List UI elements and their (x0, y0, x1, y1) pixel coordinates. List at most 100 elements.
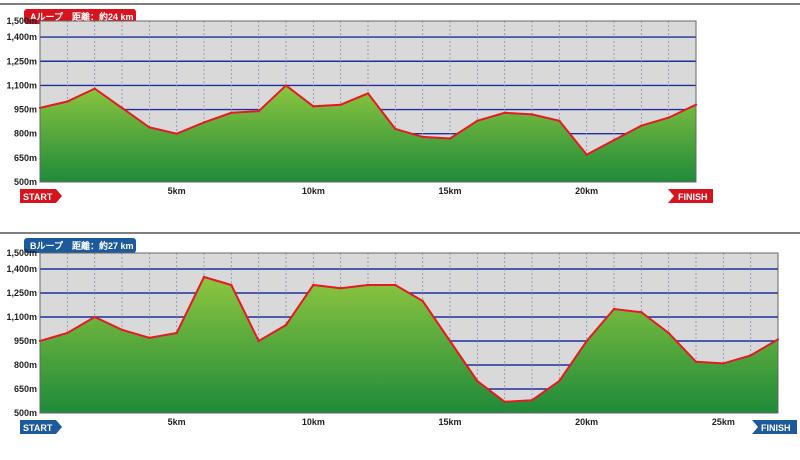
loop-b-y-tick-label: 1,100m (6, 312, 37, 322)
loop-a-data-point (175, 132, 178, 135)
loop-b-title: Bループ 距離：約27 km (30, 240, 133, 251)
loop-a-y-tick-label: 800m (14, 129, 37, 139)
loop-b-y-tick-label: 950m (14, 336, 37, 346)
loop-b-data-point (503, 400, 506, 403)
loop-a-y-tick-label: 1,500m (6, 16, 37, 26)
loop-a-title-badge (24, 9, 136, 24)
loop-a-data-point (585, 153, 588, 156)
loop-a-x-tick-label: 15km (438, 186, 461, 196)
loop-b-y-tick-label: 800m (14, 360, 37, 370)
loop-a-data-point (530, 113, 534, 116)
loop-a-title: Aループ 距離：約24 km (30, 11, 133, 22)
loop-b-data-point (394, 283, 397, 287)
loop-b-x-tick-label: 15km (438, 417, 461, 427)
loop-b-data-point (530, 399, 534, 402)
loop-b-data-point (93, 315, 96, 319)
loop-a-data-point (421, 135, 424, 139)
loop-b-data-point (66, 331, 69, 335)
loop-a-plot-border (39, 20, 697, 183)
loop-b-data-point (694, 360, 698, 363)
loop-b-data-point (585, 339, 588, 343)
loop-b-data-point (612, 307, 616, 311)
loop-b-y-tick-label: 1,500m (6, 248, 37, 258)
loop-a-x-labels: 5km 10km 15km 20km (168, 186, 599, 196)
loop-a-data-points (38, 84, 698, 156)
loop-a-y-labels: 500m 650m 800m 950m 1,100m 1,250m 1,400m 1,500m (6, 16, 37, 187)
loop-a-data-point (312, 105, 315, 108)
loop-a-data-point (640, 124, 643, 127)
loop-a-data-point (120, 106, 124, 110)
loop-a-data-point (366, 92, 370, 95)
loop-b-data-point (722, 362, 725, 365)
loop-b-x-tick-label: 20km (575, 417, 598, 427)
loop-a-finish-label: FINISH (678, 192, 708, 202)
loop-b-data-points (38, 275, 780, 403)
loop-a-data-point (503, 111, 506, 114)
loop-a-data-point (612, 138, 616, 142)
loop-b-data-point (202, 275, 206, 279)
loop-b-start-label: START (23, 423, 53, 433)
loop-b-data-point (448, 339, 452, 343)
loop-a-start-badge: START (20, 189, 62, 203)
loop-b-data-point (366, 283, 370, 287)
loop-b-y-tick-label: 500m (14, 408, 37, 418)
loop-b-data-point (339, 287, 342, 290)
loop-a-data-point (394, 127, 397, 131)
loop-b-chart: Bループ 距離：約27 km 500m 650m 800m 950m 1,100m 1,2… (0, 232, 800, 434)
loop-a-data-point (476, 119, 479, 123)
loop-b-x-tick-label: 10km (302, 417, 325, 427)
loop-a-y-tick-label: 1,400m (6, 32, 37, 42)
loop-b-plot-border (39, 252, 779, 414)
loop-a-data-point (230, 111, 233, 114)
loop-b-data-point (175, 331, 178, 335)
loop-b-y-labels: 500m 650m 800m 950m 1,100m 1,250m 1,400m 1,500m (6, 248, 37, 418)
loop-a-chart: Aループ 距離：約24 km 500m 650m 800m 950m 1,100m 1,2… (0, 3, 800, 203)
loop-a-y-tick-label: 950m (14, 105, 37, 115)
loop-b-data-point (749, 354, 752, 357)
loop-a-x-tick-label: 5km (168, 186, 186, 196)
loop-b-data-point (257, 339, 260, 343)
loop-a-elevation-area (40, 85, 696, 182)
loop-b-finish-badge: FINISH (752, 420, 797, 434)
loop-b-data-point (667, 331, 670, 335)
loop-b-x-labels: 5km 10km 15km 20km 25km (168, 417, 735, 427)
loop-b-y-tick-label: 650m (14, 384, 37, 394)
loop-b-data-point (120, 328, 124, 331)
loop-b-data-point (476, 379, 479, 383)
loop-a-start-label: START (23, 192, 53, 202)
loop-a-x-tick-label: 20km (575, 186, 598, 196)
loop-a-data-point (257, 109, 260, 113)
loop-a-data-point (284, 84, 288, 87)
loop-a-y-tick-label: 500m (14, 177, 37, 187)
loop-a-data-point (202, 121, 206, 124)
loop-b-x-tick-label: 25km (712, 417, 735, 427)
loop-b-data-point (284, 323, 288, 327)
loop-b-data-point (558, 379, 561, 383)
loop-b-finish-label: FINISH (761, 423, 791, 433)
loop-b-data-point (421, 299, 424, 303)
loop-b-elevation-area (40, 277, 778, 413)
loop-a-y-tick-label: 1,250m (6, 56, 37, 66)
loop-a-data-point (66, 100, 69, 103)
loop-a-y-tick-label: 650m (14, 153, 37, 163)
loop-a-y-tick-label: 1,100m (6, 80, 37, 90)
loop-a-data-point (93, 87, 96, 90)
loop-b-data-point (230, 283, 233, 287)
loop-b-title-badge (24, 238, 136, 253)
loop-b-data-point (312, 283, 315, 287)
loop-b-data-point (148, 336, 151, 339)
loop-b-y-tick-label: 1,250m (6, 288, 37, 298)
loop-a-x-tick-label: 10km (302, 186, 325, 196)
loop-a-data-point (148, 126, 151, 129)
loop-a-x-grid (66, 21, 670, 182)
loop-a-data-point (339, 103, 342, 106)
loop-a-data-point (558, 119, 561, 123)
loop-a-finish-badge: FINISH (668, 189, 713, 203)
loop-a-data-point (667, 116, 670, 119)
loop-b-elevation-line (39, 275, 779, 403)
loop-b-start-badge: START (20, 420, 62, 434)
loop-b-x-tick-label: 5km (168, 417, 186, 427)
loop-b-data-point (640, 311, 643, 314)
loop-a-data-point (448, 137, 452, 140)
